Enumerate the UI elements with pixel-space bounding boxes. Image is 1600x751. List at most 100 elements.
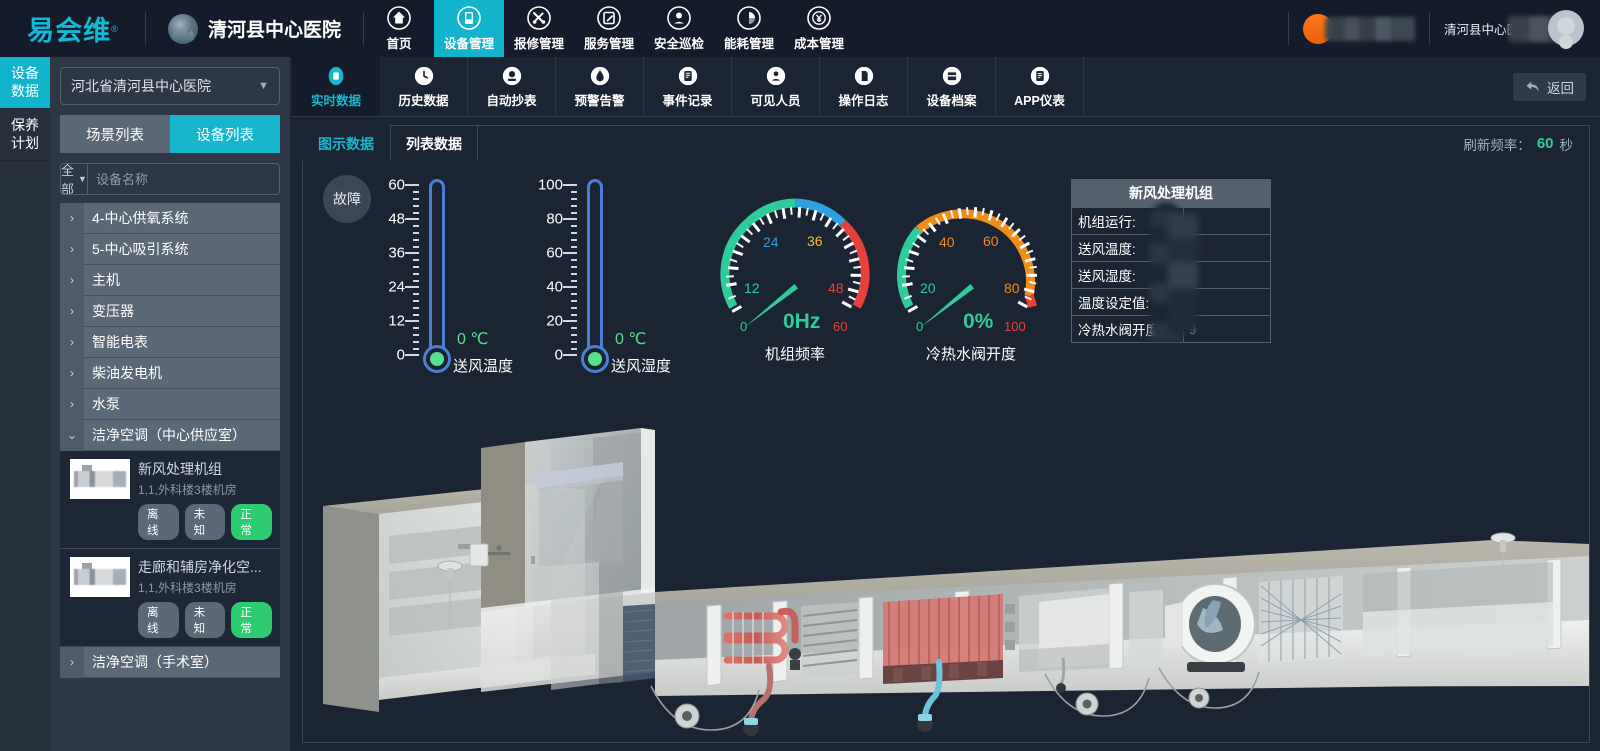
rail-item-maintenance-plan[interactable]: 保养 计划: [0, 109, 50, 161]
category-filter-select[interactable]: 全部 ▼: [61, 164, 88, 194]
chevron-right-icon: ›: [60, 357, 84, 389]
status-badge: 离线: [138, 504, 179, 540]
tab-label: 实时数据: [310, 93, 361, 108]
tree-node-1[interactable]: › 5-中心吸引系统: [60, 233, 280, 265]
gauge-tick-0: 0: [916, 319, 923, 334]
chevron-down-icon: ⌄: [60, 419, 84, 451]
table-row: 送风温度:: [1072, 234, 1270, 261]
chevron-down-icon: ▼: [78, 174, 87, 184]
tree-node-2[interactable]: › 主机: [60, 264, 280, 296]
tab-label: APP仪表: [1014, 93, 1065, 108]
registered-mark-icon: ®: [111, 23, 118, 34]
tick-label: 12: [388, 312, 405, 330]
tree-node-5[interactable]: › 柴油发电机: [60, 357, 280, 389]
brand-logo[interactable]: 易会维 ®: [0, 0, 145, 57]
back-button[interactable]: 返回: [1513, 73, 1586, 101]
gauge-title: 机组频率: [764, 346, 825, 363]
tab-device-archive[interactable]: 设备档案: [908, 57, 996, 116]
redacted-account-label: [1303, 13, 1415, 45]
heating-coil-1: [723, 607, 801, 670]
gauge-title: 冷热水阀开度: [925, 346, 1016, 363]
chevron-right-icon: ›: [60, 646, 84, 678]
home-icon: [387, 5, 411, 30]
tab-auto-meter-reading[interactable]: 自动抄表: [468, 57, 556, 116]
nav-label: 首页: [386, 36, 412, 51]
tab-device-list[interactable]: 设备列表: [170, 115, 280, 153]
fault-status-badge[interactable]: 故障: [323, 175, 371, 223]
tab-event-records[interactable]: 事件记录: [644, 57, 732, 116]
list-item[interactable]: 走廊和辅房净化空... 1,1,外科楼3楼机房 离线 未知 正常: [60, 549, 280, 647]
rail-label-line1: 设备: [11, 65, 39, 81]
tab-history-data[interactable]: 历史数据: [380, 57, 468, 116]
refresh-frequency-area: 刷新频率： 60 秒: [478, 125, 1590, 161]
tab-app-dashboard[interactable]: APP仪表: [996, 57, 1084, 116]
rail-item-device-data[interactable]: 设备 数据: [0, 57, 50, 109]
gauge-tick-60: 60: [983, 233, 999, 249]
tree-node-7-expanded[interactable]: ⌄ 洁净空调（中心供应室）: [60, 419, 280, 451]
app-icon: [1030, 66, 1049, 85]
nav-item-energy-management[interactable]: 能耗管理: [714, 0, 784, 57]
header-account-chip[interactable]: [1289, 0, 1429, 57]
sub-tab-bar: 图示数据 列表数据 刷新频率： 60 秒: [302, 125, 1590, 161]
category-filter-value: 全部: [61, 163, 75, 195]
thermometer-title: 送风湿度: [611, 358, 672, 375]
subtab-chart-data[interactable]: 图示数据: [318, 135, 374, 152]
list-item[interactable]: 新风处理机组 1,1,外科楼3楼机房 离线 未知 正常: [60, 451, 280, 549]
gauge-value-text: 0%: [963, 310, 994, 333]
user-profile-area[interactable]: 清河县中心医院: [1430, 0, 1600, 57]
tree-node-8[interactable]: › 洁净空调（手术室）: [60, 646, 280, 678]
rail-label-line2: 数据: [11, 82, 39, 99]
tab-operation-log[interactable]: 操作日志: [820, 57, 908, 116]
thermometer-supply-air-humidity: 100 80 60 40 20 0: [523, 177, 671, 379]
tick-label: 0: [554, 346, 563, 364]
tree-node-4[interactable]: › 智能电表: [60, 326, 280, 358]
tick-label: 0: [396, 346, 405, 364]
tab-alarm-warning[interactable]: 预警告警: [556, 57, 644, 116]
status-badge: 未知: [184, 504, 226, 540]
tab-realtime-data[interactable]: 实时数据: [292, 57, 380, 116]
search-input[interactable]: [87, 164, 279, 194]
table-cell-key: 送风湿度:: [1072, 262, 1184, 288]
ahu-3d-model[interactable]: [303, 416, 1589, 743]
gauge-tick-48: 48: [828, 280, 844, 296]
subtab-list-data[interactable]: 列表数据: [390, 125, 478, 161]
gauge-tick-36: 36: [807, 233, 823, 249]
gauge-value-text: 0Hz: [783, 310, 820, 333]
tree-node-0[interactable]: › 4-中心供氧系统: [60, 203, 280, 234]
avatar[interactable]: [1548, 10, 1584, 46]
org-select[interactable]: 河北省清河县中心医院 ▼: [60, 67, 280, 105]
tab-label: 操作日志: [838, 93, 889, 108]
tree-node-6[interactable]: › 水泵: [60, 388, 280, 420]
nav-item-home[interactable]: 首页: [364, 0, 434, 57]
thermometer-tube: [429, 179, 445, 353]
thermometer-reading: 0 ℃: [615, 331, 647, 348]
thermometer-scale: 60 48 36 24 12 0: [365, 177, 427, 379]
pipework-valves: [743, 657, 1066, 736]
tab-visible-personnel[interactable]: 可见人员: [732, 57, 820, 116]
tab-scene-list[interactable]: 场景列表: [60, 115, 170, 153]
nav-item-device-management[interactable]: 设备管理: [434, 0, 505, 57]
nav-item-safety-inspection[interactable]: 安全巡检: [644, 0, 714, 57]
tree-node-3[interactable]: › 变压器: [60, 295, 280, 327]
gauge-tick-12: 12: [744, 280, 760, 296]
gauge-tick-0: 0: [740, 319, 747, 334]
device-location: 1,1,外科楼3楼机房: [138, 483, 237, 497]
refresh-frequency-value: 60: [1536, 135, 1554, 152]
realtime-data-table: 新风处理机组 机组运行: 送风温度: 送风湿度: 温度设定值:: [1071, 179, 1271, 343]
device-thumbnail-icon: [70, 557, 130, 597]
nav-item-service-management[interactable]: 服务管理: [574, 0, 644, 57]
table-cell-value: [1184, 289, 1270, 315]
tree-node-label: 智能电表: [92, 334, 148, 350]
people-icon: [766, 66, 785, 85]
heating-coil-2: [883, 594, 1015, 684]
nav-item-repair-management[interactable]: 报修管理: [504, 0, 574, 57]
realtime-visualization-canvas: 故障 60 48 36 24 12 0: [302, 161, 1590, 743]
drain-traps: [650, 667, 1260, 731]
tools-icon: [527, 5, 551, 30]
nav-item-cost-management[interactable]: 成本管理: [784, 0, 854, 57]
chevron-right-icon: ›: [60, 203, 84, 234]
tick-label: 60: [546, 244, 563, 262]
status-badge: 正常: [231, 602, 273, 638]
device-badges: 离线 未知 正常: [138, 504, 273, 540]
gauge-tick-40: 40: [939, 234, 955, 250]
